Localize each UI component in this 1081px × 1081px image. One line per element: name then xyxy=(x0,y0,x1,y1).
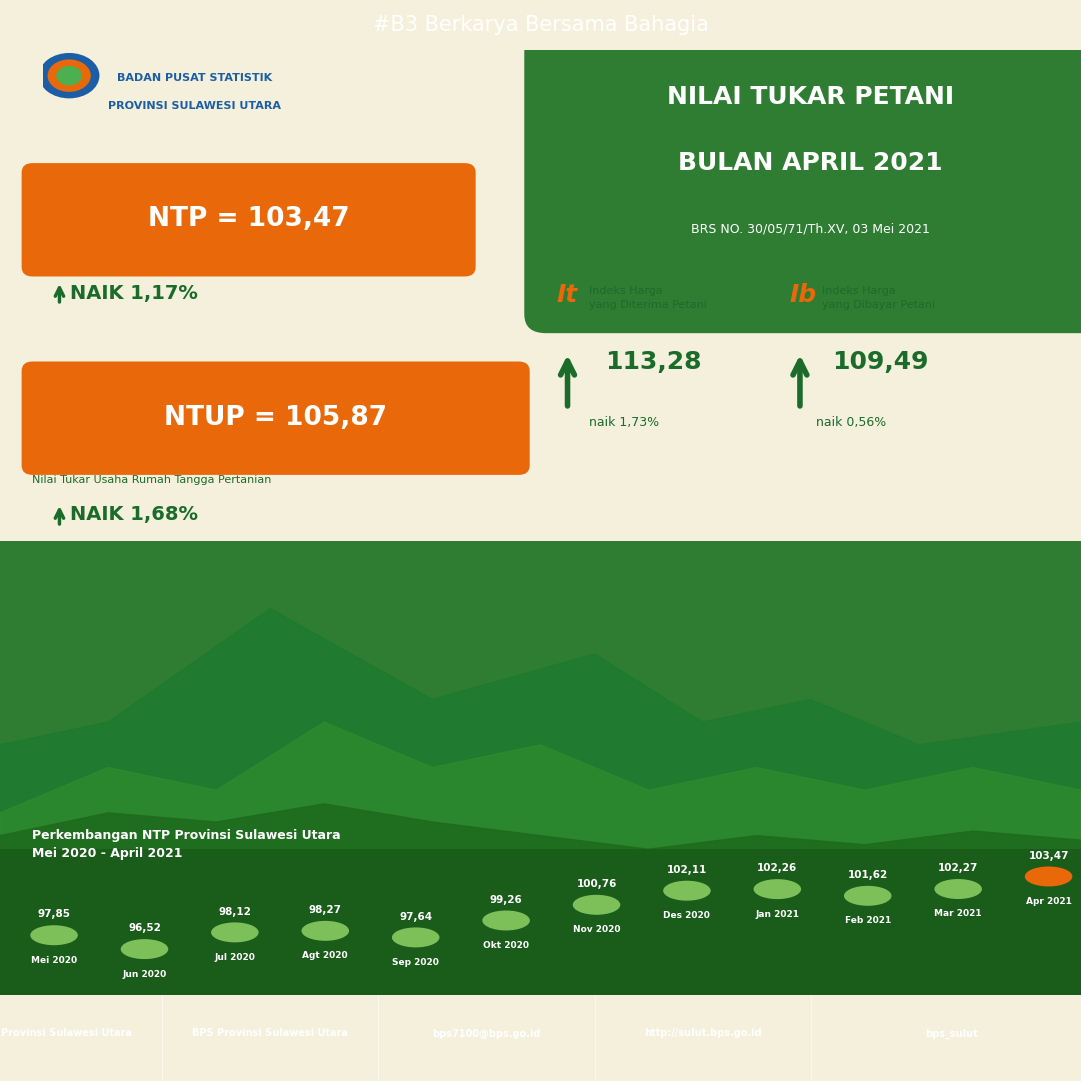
Text: BULAN APRIL 2021: BULAN APRIL 2021 xyxy=(679,151,943,175)
Circle shape xyxy=(211,922,258,943)
Bar xyxy=(0,850,1081,995)
Text: Sep 2020: Sep 2020 xyxy=(392,958,439,966)
Text: yang Diterima Petani: yang Diterima Petani xyxy=(589,299,707,310)
Text: Agt 2020: Agt 2020 xyxy=(303,951,348,960)
Text: Jan 2021: Jan 2021 xyxy=(756,909,799,919)
Text: NAIK 1,17%: NAIK 1,17% xyxy=(70,284,198,303)
Text: Ib: Ib xyxy=(789,283,816,307)
Text: Indeks Harga: Indeks Harga xyxy=(822,285,895,295)
Text: 103,47: 103,47 xyxy=(1028,851,1069,860)
Text: Apr 2021: Apr 2021 xyxy=(1026,897,1071,906)
Text: bps_sulut: bps_sulut xyxy=(925,1028,977,1039)
Text: It: It xyxy=(557,283,578,307)
Text: Nov 2020: Nov 2020 xyxy=(573,925,620,934)
Text: 102,26: 102,26 xyxy=(757,864,798,873)
Text: Mei 2020: Mei 2020 xyxy=(31,956,77,964)
FancyBboxPatch shape xyxy=(22,163,476,277)
Circle shape xyxy=(844,885,892,906)
Text: 97,85: 97,85 xyxy=(38,909,70,919)
Text: NAIK 1,68%: NAIK 1,68% xyxy=(70,505,198,524)
Text: NILAI TUKAR PETANI: NILAI TUKAR PETANI xyxy=(667,85,955,109)
Text: Des 2020: Des 2020 xyxy=(664,911,710,920)
Text: Feb 2021: Feb 2021 xyxy=(844,917,891,925)
Text: BRS NO. 30/05/71/Th.XV, 03 Mei 2021: BRS NO. 30/05/71/Th.XV, 03 Mei 2021 xyxy=(692,223,930,236)
Text: 98,27: 98,27 xyxy=(309,905,342,915)
Text: naik 0,56%: naik 0,56% xyxy=(816,416,886,429)
Polygon shape xyxy=(0,609,1081,995)
Text: 100,76: 100,76 xyxy=(576,879,616,889)
Text: 101,62: 101,62 xyxy=(848,870,888,880)
Circle shape xyxy=(121,939,169,959)
Text: Jun 2020: Jun 2020 xyxy=(122,970,166,978)
Polygon shape xyxy=(0,722,1081,995)
Text: NTUP = 105,87: NTUP = 105,87 xyxy=(164,405,387,431)
Text: Indeks Harga: Indeks Harga xyxy=(589,285,663,295)
Circle shape xyxy=(486,267,595,361)
Circle shape xyxy=(302,921,349,940)
Text: http://sulut.bps.go.id: http://sulut.bps.go.id xyxy=(644,1028,761,1039)
Text: yang Dibayar Petani: yang Dibayar Petani xyxy=(822,299,935,310)
Text: BPS Provinsi Sulawesi Utara: BPS Provinsi Sulawesi Utara xyxy=(0,1028,132,1039)
Text: 113,28: 113,28 xyxy=(605,349,702,374)
Text: #B3 Berkarya Bersama Bahagia: #B3 Berkarya Bersama Bahagia xyxy=(373,15,708,35)
Circle shape xyxy=(663,881,710,900)
FancyBboxPatch shape xyxy=(22,361,530,475)
FancyBboxPatch shape xyxy=(0,50,1081,995)
Text: 97,64: 97,64 xyxy=(399,911,432,921)
Polygon shape xyxy=(0,804,1081,995)
Text: 98,12: 98,12 xyxy=(218,907,251,917)
Circle shape xyxy=(392,927,440,947)
Text: 96,52: 96,52 xyxy=(128,923,161,933)
FancyBboxPatch shape xyxy=(524,32,1081,333)
Circle shape xyxy=(482,910,530,931)
Text: Jul 2020: Jul 2020 xyxy=(214,952,255,962)
Text: BADAN PUSAT STATISTIK: BADAN PUSAT STATISTIK xyxy=(117,74,272,83)
Text: 102,11: 102,11 xyxy=(667,865,707,875)
Circle shape xyxy=(30,925,78,945)
Circle shape xyxy=(753,879,801,899)
Text: NTP = 103,47: NTP = 103,47 xyxy=(148,205,349,231)
Circle shape xyxy=(56,66,82,85)
Circle shape xyxy=(39,53,99,98)
Text: BPS Provinsi Sulawesi Utara: BPS Provinsi Sulawesi Utara xyxy=(192,1028,348,1039)
Text: 109,49: 109,49 xyxy=(832,349,929,374)
Text: Okt 2020: Okt 2020 xyxy=(483,940,529,950)
Circle shape xyxy=(573,895,620,915)
Circle shape xyxy=(934,879,982,899)
Text: Perkembangan NTP Provinsi Sulawesi Utara: Perkembangan NTP Provinsi Sulawesi Utara xyxy=(32,829,341,842)
Circle shape xyxy=(1025,867,1072,886)
Text: naik 1,73%: naik 1,73% xyxy=(589,416,659,429)
Text: 102,27: 102,27 xyxy=(938,863,978,873)
Text: PROVINSI SULAWESI UTARA: PROVINSI SULAWESI UTARA xyxy=(108,102,281,111)
Text: Nilai Tukar Usaha Rumah Tangga Pertanian: Nilai Tukar Usaha Rumah Tangga Pertanian xyxy=(32,475,271,484)
Circle shape xyxy=(48,59,91,92)
Text: Mei 2020 - April 2021: Mei 2020 - April 2021 xyxy=(32,848,183,860)
Bar xyxy=(540,50,1081,295)
Text: Mar 2021: Mar 2021 xyxy=(934,909,982,919)
Text: 99,26: 99,26 xyxy=(490,895,522,905)
FancyBboxPatch shape xyxy=(540,50,1081,315)
Text: bps7100@bps.go.id: bps7100@bps.go.id xyxy=(432,1028,540,1039)
